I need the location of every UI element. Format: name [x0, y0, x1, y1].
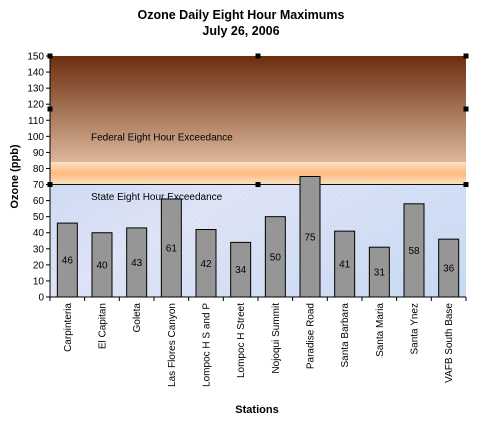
y-tick-label: 10 [33, 276, 45, 287]
y-tick-label: 20 [33, 260, 45, 271]
y-tick-label: 130 [27, 84, 44, 95]
bar[interactable] [438, 238, 460, 298]
x-axis-title: Stations [235, 404, 278, 416]
bar-value-label: 40 [96, 260, 108, 271]
y-tick-label: 100 [27, 132, 44, 143]
bar[interactable] [264, 216, 286, 298]
bar-value-label: 31 [374, 268, 386, 279]
selection-handle[interactable] [255, 53, 261, 59]
selection-handle[interactable] [463, 182, 469, 188]
bar-value-label: 75 [304, 232, 316, 243]
bar[interactable] [403, 203, 425, 298]
bar[interactable] [91, 232, 113, 298]
federal-band-label: Federal Eight Hour Exceedance [91, 132, 233, 143]
chart-title: Ozone Daily Eight Hour Maximums [137, 8, 345, 22]
y-tick-label: 120 [27, 100, 44, 111]
bar-value-label: 36 [443, 264, 455, 275]
x-tick-label: VAFB South Base [444, 303, 455, 383]
bar-value-label: 61 [166, 243, 178, 254]
bar-value-label: 34 [235, 265, 247, 276]
y-axis-title: Ozone (ppb) [9, 144, 21, 208]
y-tick-label: 0 [38, 293, 44, 304]
x-tick-label: Paradise Road [306, 303, 317, 369]
bar-value-label: 41 [339, 260, 351, 271]
y-tick-label: 70 [33, 180, 45, 191]
federal-exceedance-band [50, 56, 466, 163]
selection-handle[interactable] [463, 53, 469, 59]
bar[interactable] [126, 227, 148, 298]
state-band-label: State Eight Hour Exceedance [91, 192, 223, 203]
y-tick-label: 90 [33, 148, 45, 159]
x-tick-label: Santa Ynez [410, 303, 421, 355]
y-tick-label: 50 [33, 212, 45, 223]
bar-value-label: 42 [200, 259, 212, 270]
x-tick-label: El Capitan [98, 303, 109, 349]
bar-value-label: 50 [270, 252, 282, 263]
bar[interactable] [160, 198, 182, 298]
bar-value-label: 46 [62, 256, 74, 267]
bar-value-label: 58 [408, 246, 420, 257]
x-tick-label: Carpinteria [63, 303, 74, 352]
y-tick-label: 110 [28, 116, 44, 127]
bar[interactable] [230, 241, 252, 298]
x-tick-label: Las Flores Canyon [167, 303, 178, 387]
x-tick-label: Santa Barbara [340, 303, 351, 368]
y-tick-label: 140 [27, 68, 44, 79]
y-tick-label: 150 [27, 52, 44, 63]
bar[interactable] [56, 222, 78, 298]
state-exceedance-band [50, 162, 466, 185]
bar[interactable] [299, 176, 321, 298]
x-tick-label: Lompoc H S and P [202, 303, 213, 387]
bar[interactable] [334, 230, 356, 298]
bar-value-label: 43 [131, 258, 143, 269]
y-tick-label: 30 [33, 244, 45, 255]
chart-subtitle: July 26, 2006 [202, 24, 280, 38]
bar[interactable] [368, 246, 390, 298]
selection-handle[interactable] [255, 182, 261, 188]
bar[interactable] [195, 229, 217, 298]
x-tick-label: Nojoqui Summit [271, 303, 282, 374]
x-tick-label: Lompoc H Street [236, 303, 247, 378]
x-tick-label: Goleta [132, 303, 143, 333]
x-tick-label: Santa Maria [375, 303, 386, 357]
y-tick-label: 40 [33, 228, 45, 239]
y-tick-label: 60 [33, 196, 45, 207]
y-tick-label: 80 [33, 164, 45, 175]
selection-handle[interactable] [463, 106, 469, 112]
